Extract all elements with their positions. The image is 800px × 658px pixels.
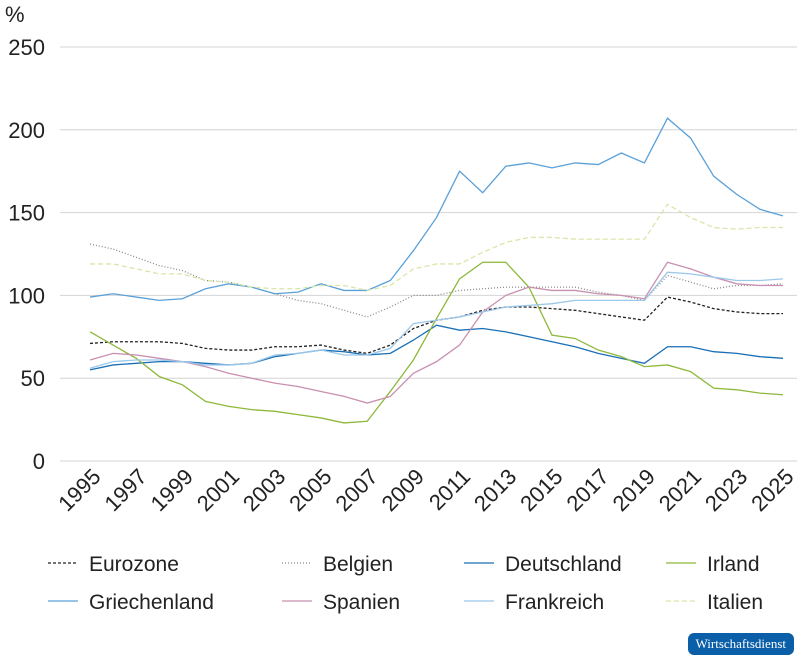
x-tick-label: 1997 [99,464,151,516]
x-tick-label: 2003 [238,464,290,516]
source-badge: Wirtschaftsdienst [687,633,794,655]
legend-label: Irland [707,553,760,576]
x-tick-label: 2005 [284,464,336,516]
series-line-deutschland [89,324,784,371]
y-tick-label: 200 [8,118,45,143]
x-tick-label: 2025 [746,464,798,516]
line-chart: % 05010015020025019951997199920012003200… [5,2,799,614]
legend-label: Eurozone [89,553,179,576]
legend-label: Frankreich [505,591,604,614]
series-line-italien [90,203,783,292]
legend-label: Belgien [323,553,393,576]
x-tick-label: 2011 [424,464,475,515]
x-tick-label: 2013 [469,464,521,516]
y-axis-unit: % [5,2,25,27]
series-line-frankreich [89,271,784,369]
x-tick-label: 2023 [700,464,752,516]
y-tick-label: 150 [8,201,45,226]
x-tick-label: 2009 [377,464,429,516]
x-tick-label: 2021 [654,464,706,516]
x-tick-label: 2001 [192,464,244,516]
series-line-belgien [89,243,784,318]
series-line-griechenland [89,117,784,302]
x-tick-label: 2019 [608,464,660,516]
y-tick-label: 250 [8,35,45,60]
legend-label: Deutschland [505,553,622,576]
series-line-irland [89,261,784,424]
series-line-spanien [89,261,783,404]
x-tick-label: 2007 [330,464,382,516]
y-tick-label: 50 [21,366,45,391]
legend-label: Griechenland [89,591,214,614]
x-tick-label: 2017 [561,464,613,516]
legend-label: Spanien [323,591,400,614]
x-tick-label: 1995 [53,464,105,516]
x-tick-label: 1999 [146,464,198,516]
y-tick-label: 100 [8,283,45,308]
legend-label: Italien [707,591,763,614]
y-tick-label: 0 [33,449,45,474]
x-tick-label: 2015 [515,464,567,516]
